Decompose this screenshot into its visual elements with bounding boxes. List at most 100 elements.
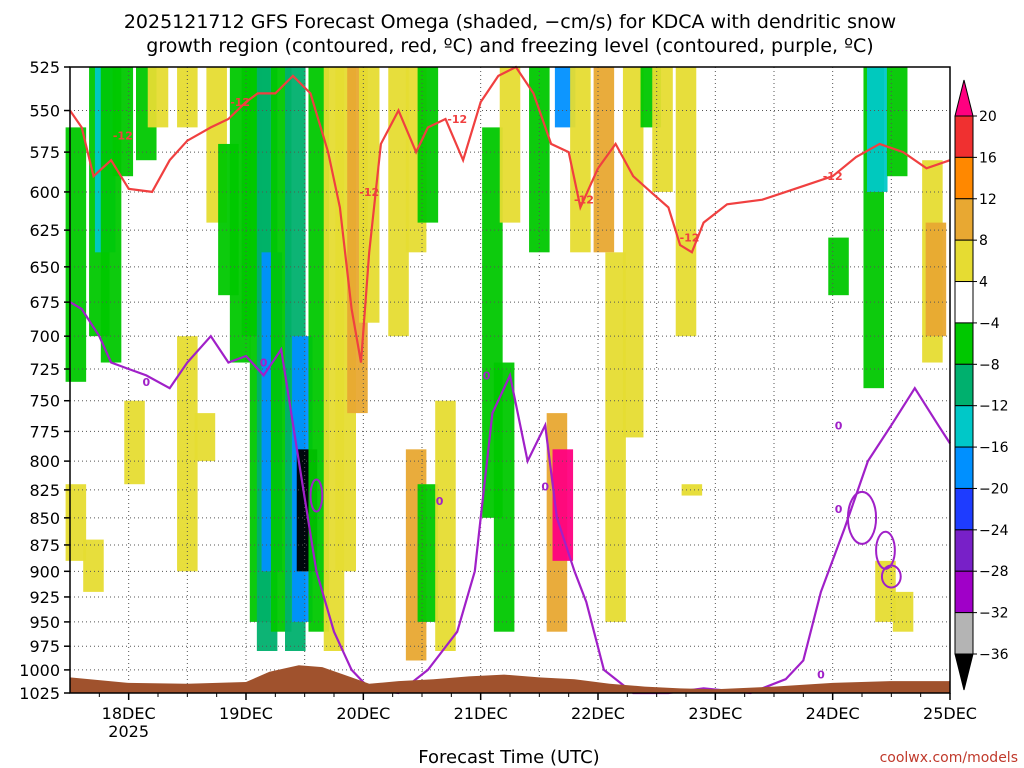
omega-patch (499, 67, 521, 223)
colorbar-tick-label: −8 (979, 357, 1000, 373)
y-tick-label: 700 (29, 327, 60, 346)
terrain-fill (70, 665, 950, 693)
omega-patch (417, 67, 439, 223)
colorbar-segment (954, 487, 974, 531)
x-tick-label: 22DEC (571, 704, 625, 723)
omega-patch (147, 67, 169, 128)
omega-patch (388, 67, 409, 337)
chart-title-line-1: 2025121712 GFS Forecast Omega (shaded, −… (124, 11, 896, 33)
colorbar-tick-label: 12 (979, 192, 997, 208)
omega-patch (65, 484, 87, 561)
omega-patch (925, 222, 947, 337)
contour-label: 0 (541, 480, 549, 493)
y-tick-label: 525 (29, 58, 60, 77)
y-tick-label: 900 (29, 562, 60, 581)
omega-patch (124, 400, 145, 485)
freezing-level-loop (846, 490, 878, 545)
colorbar-segment (954, 612, 974, 655)
omega-patch (83, 539, 104, 592)
freezing-level-contour-line (69, 301, 951, 695)
chart-title-line-2: growth region (contoured, red, ºC) and f… (146, 35, 873, 57)
contour-label: -12 (447, 113, 467, 126)
contour-label: -12 (359, 186, 379, 199)
contour-label: -12 (823, 170, 843, 183)
y-tick-label: 975 (29, 637, 60, 656)
colorbar: 20 16 12 8 4 −4 −8 −12 −16 −20 −24 −28 −32 −36 (954, 79, 1009, 691)
omega-patch (605, 252, 626, 622)
y-tick-label: 625 (29, 221, 60, 240)
contour-label: -12 (574, 194, 594, 207)
colorbar-tick-label: 4 (979, 275, 988, 291)
x-axis-title: Forecast Time (UTC) (418, 747, 599, 768)
colorbar-tick-label: 16 (979, 150, 997, 166)
omega-patch (177, 336, 198, 572)
x-tick-label: 24DEC (806, 704, 860, 723)
colorbar-arrow-bottom (954, 653, 974, 691)
omega-patch (493, 362, 515, 632)
omega-patch (194, 413, 216, 462)
y-tick-label: 650 (29, 258, 60, 277)
colorbar-segment (954, 446, 974, 489)
contour-label: 0 (483, 369, 491, 382)
x-tick-label: 20DEC (336, 704, 390, 723)
colorbar-segment (954, 281, 974, 324)
y-tick-label: 800 (29, 452, 60, 471)
y-tick-label: 1025 (19, 684, 60, 703)
colorbar-tick-label: −4 (979, 316, 1000, 332)
colorbar-segment (954, 322, 974, 365)
omega-patch (886, 67, 908, 177)
colorbar-segment (954, 198, 974, 241)
y-tick-label: 750 (29, 392, 60, 411)
y-tick-label: 675 (29, 293, 60, 312)
y-tick-label: 825 (29, 481, 60, 500)
y-tick-label: 925 (29, 588, 60, 607)
colorbar-segment (954, 363, 974, 407)
omega-patch (65, 127, 87, 382)
x-tick-label: 18DEC (102, 704, 156, 723)
contour-label: -12 (680, 232, 700, 245)
x-tick-label: 23DEC (688, 704, 742, 723)
freezing-level-loop (309, 478, 324, 513)
omega-patch (892, 591, 914, 632)
contour-label: 0 (142, 376, 150, 389)
contour-label: -12 (230, 96, 250, 109)
minus12-contour-line (69, 65, 951, 363)
x-tick-label: 21DEC (454, 704, 508, 723)
omega-patch (552, 449, 574, 561)
y-tick-label: 600 (29, 183, 60, 202)
omega-patch (435, 400, 456, 651)
colorbar-tick-label: −24 (979, 523, 1009, 539)
colorbar-segment (954, 570, 974, 614)
y-tick-label: 775 (29, 422, 60, 441)
colorbar-tick-label: −28 (979, 564, 1009, 580)
contour-label: -12 (113, 130, 133, 143)
contour-label: 0 (260, 357, 268, 370)
colorbar-segment (954, 405, 974, 448)
colorbar-tick-label: 8 (979, 233, 988, 249)
colorbar-tick-label: −12 (979, 399, 1009, 415)
y-tick-label: 875 (29, 536, 60, 555)
credit-label: coolwx.com/models (880, 750, 1018, 766)
colorbar-segment (954, 529, 974, 572)
contour-label: 0 (835, 419, 843, 432)
colorbar-tick-label: 20 (979, 109, 997, 125)
y-tick-label: 725 (29, 360, 60, 379)
contour-label: 0 (835, 503, 843, 516)
omega-patch (417, 484, 439, 622)
x-tick-label: 25DEC (923, 704, 977, 723)
y-tick-label: 1000 (19, 661, 60, 680)
colorbar-arrow-top (954, 79, 974, 117)
plot-area: -12 -12 -12 -12 -12 -12 -12 0 0 0 0 0 0 0 0 (65, 65, 951, 695)
omega-patch (875, 560, 896, 622)
y-tick-label: 950 (29, 613, 60, 632)
y-tick-label: 850 (29, 509, 60, 528)
omega-patch (622, 67, 644, 438)
omega-patch (675, 67, 697, 337)
x-axis: 18DEC 19DEC 20DEC 21DEC 22DEC 23DEC 24DEC 25DEC… (98, 693, 977, 741)
colorbar-tick-label: −16 (979, 440, 1009, 456)
y-tick-label: 575 (29, 143, 60, 162)
omega-patch (681, 484, 703, 496)
omega-patch (652, 67, 673, 192)
contour-label: 0 (817, 669, 825, 682)
freezing-level-loop (880, 564, 902, 589)
